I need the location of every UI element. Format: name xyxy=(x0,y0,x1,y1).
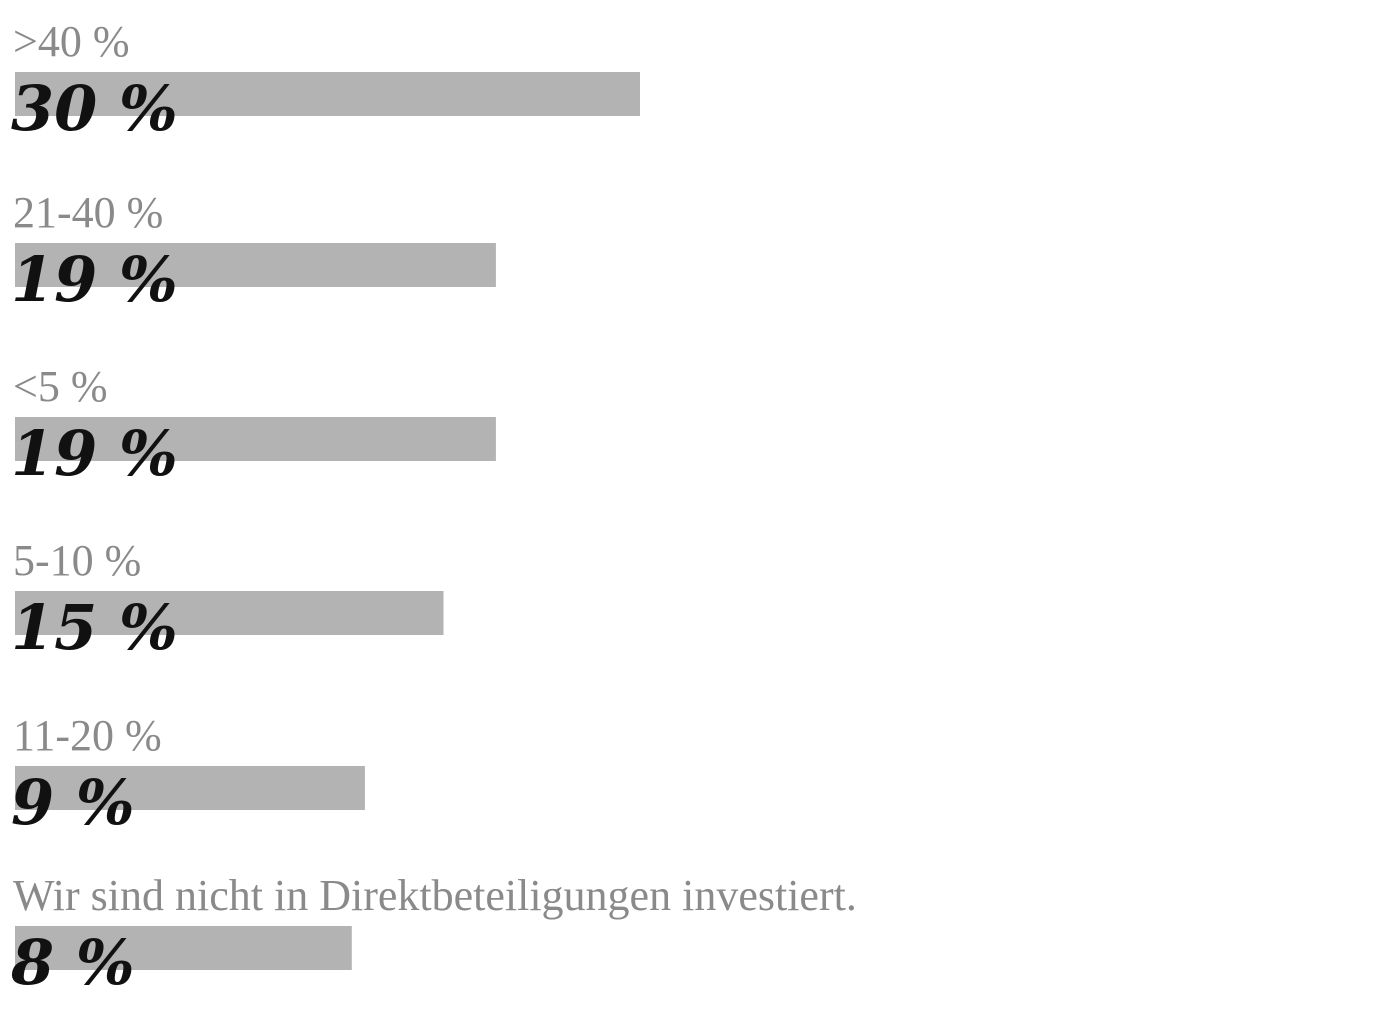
category-label: 5-10 % xyxy=(13,536,141,585)
value-label: 8 % xyxy=(10,926,135,999)
value-label: 30 % xyxy=(11,72,178,145)
category-label: 21-40 % xyxy=(13,188,163,237)
bar xyxy=(15,766,365,810)
value-label: 19 % xyxy=(11,417,178,490)
value-label: 9 % xyxy=(11,766,135,839)
category-label: >40 % xyxy=(13,17,129,66)
bar xyxy=(15,417,496,461)
bar xyxy=(15,243,496,287)
bar xyxy=(15,926,352,970)
value-label: 15 % xyxy=(11,591,178,664)
bar xyxy=(15,591,444,635)
category-label: Wir sind nicht in Direktbeteiligungen in… xyxy=(13,871,857,920)
category-label: <5 % xyxy=(13,362,107,411)
category-label: 11-20 % xyxy=(13,711,162,760)
value-label: 19 % xyxy=(11,243,178,316)
bar xyxy=(15,72,640,116)
